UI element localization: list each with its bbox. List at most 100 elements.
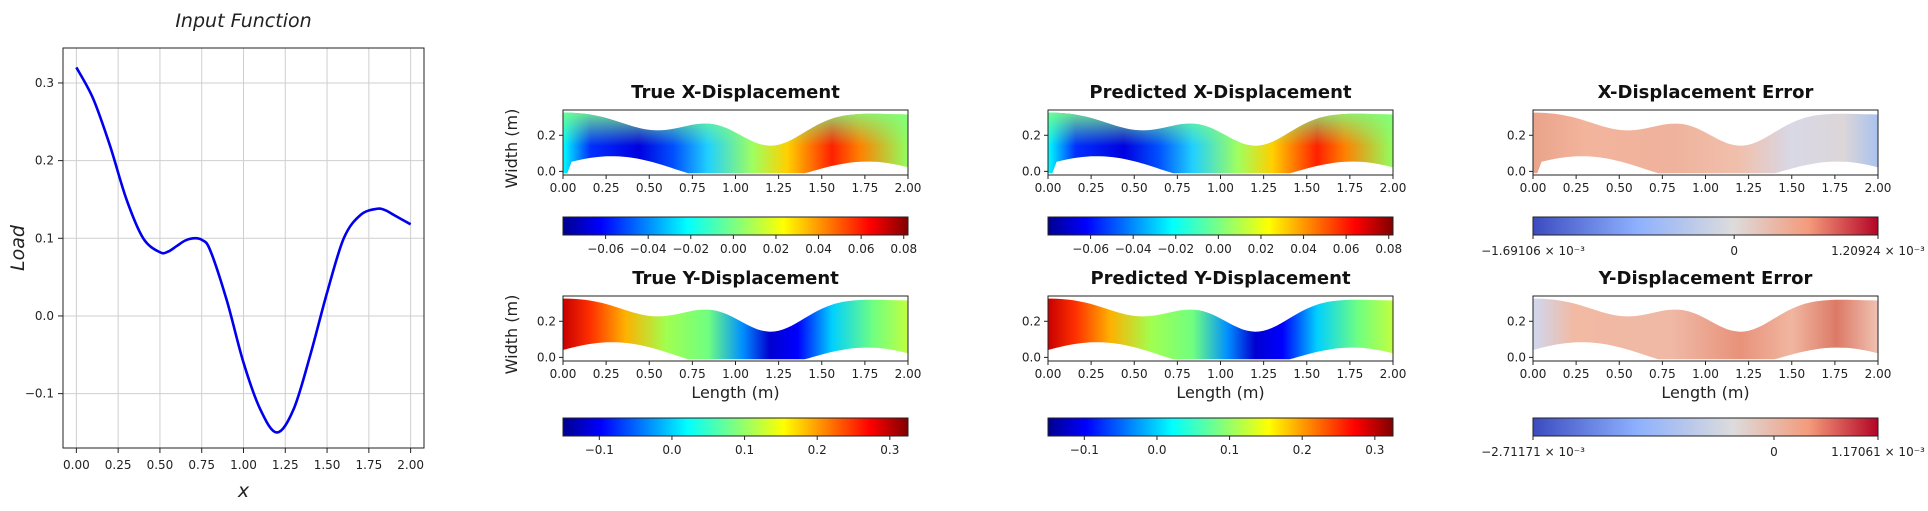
x-tick-label: 1.75 <box>852 181 879 195</box>
x-tick-label: 0.00 <box>550 181 577 195</box>
x-tick-label: 1.50 <box>314 458 341 472</box>
x-tick-label: 2.00 <box>895 367 922 381</box>
colorbar: −0.06 −0.04 −0.02 0.00 0.02 0.04 0.06 0.08 <box>562 216 917 256</box>
x-tick-label: 1.50 <box>1778 181 1805 195</box>
x-tick-label: 1.25 <box>1735 367 1762 381</box>
x-tick-label: 0.25 <box>1563 181 1590 195</box>
x-tick-label: 0.00 <box>550 367 577 381</box>
colorbar: −0.1 0.0 0.1 0.2 0.3 <box>1047 417 1394 457</box>
colorbar-tick-label: 0.08 <box>1375 242 1402 256</box>
colorbar-tick-label: 0.08 <box>890 242 917 256</box>
panel-title: Predicted Y-Displacement <box>1090 268 1351 289</box>
colorbar-tick-label: 0.1 <box>1220 443 1239 457</box>
x-tick-label: 1.00 <box>722 181 749 195</box>
x-tick-label: 2.00 <box>895 181 922 195</box>
field-ex <box>1533 112 1878 174</box>
x-tick-label: 1.00 <box>1692 367 1719 381</box>
panel-py: 0.00 0.25 0.50 0.75 1.00 1.25 1.50 1.75 2.00 0.0 0… <box>1022 268 1406 402</box>
y-tick-label: −0.1 <box>25 387 54 401</box>
length-axis-label: Length (m) <box>691 383 779 402</box>
y-tick-label: 0.2 <box>537 314 556 328</box>
x-tick-label: 2.00 <box>1865 181 1892 195</box>
colorbar-gradient <box>562 417 909 437</box>
x-tick-label: 1.00 <box>1207 181 1234 195</box>
colorbar-tick-label: 0.04 <box>805 242 832 256</box>
x-tick-label: 2.00 <box>1380 367 1407 381</box>
displacement-fields: 0.00 0.25 0.50 0.75 1.00 1.25 1.50 1.75 2.000.00… <box>502 82 1891 402</box>
series-line-load <box>75 66 412 434</box>
width-axis-label: Width (m) <box>502 295 521 375</box>
colorbar-tick-label: 0.3 <box>880 443 899 457</box>
panel-tx: 0.00 0.25 0.50 0.75 1.00 1.25 1.50 1.75 2.00 0.0 0… <box>502 82 921 195</box>
x-tick-label: 0.75 <box>1164 181 1191 195</box>
y-tick-label: 0.0 <box>537 350 556 364</box>
colorbar-tick-label: −0.1 <box>585 443 614 457</box>
field-ey <box>1533 298 1878 360</box>
colorbar-tick-label: 0.2 <box>808 443 827 457</box>
x-tick-label: 1.75 <box>355 458 382 472</box>
colorbar-tick-label: 1.17061 × 10⁻³ <box>1831 445 1925 459</box>
y-tick-label: 0.2 <box>537 128 556 142</box>
y-tick-label: 0.0 <box>35 309 54 323</box>
colorbar-tick-label: 0.06 <box>848 242 875 256</box>
y-tick-label: 0.3 <box>35 76 54 90</box>
x-tick-label: 1.25 <box>765 181 792 195</box>
y-tick-label: 0.0 <box>1507 350 1526 364</box>
input-x-label: x <box>237 480 250 502</box>
field-px-overlay <box>1048 112 1393 174</box>
y-tick-label: 0.2 <box>35 154 54 168</box>
x-tick-label: 0.00 <box>63 458 90 472</box>
y-tick-label: 0.2 <box>1022 128 1041 142</box>
panel-title: True Y-Displacement <box>632 268 839 289</box>
x-tick-label: 0.75 <box>1649 367 1676 381</box>
x-tick-label: 1.75 <box>1822 181 1849 195</box>
colorbar-tick-label: 0.04 <box>1290 242 1317 256</box>
x-tick-label: 0.25 <box>1563 367 1590 381</box>
x-tick-label: 0.75 <box>679 181 706 195</box>
x-tick-label: 0.50 <box>1606 367 1633 381</box>
colorbar-tick-label: −0.06 <box>587 242 624 256</box>
colorbar: −2.71171 × 10⁻³ 0 1.17061 × 10⁻³ <box>1481 417 1925 459</box>
x-tick-label: 1.50 <box>1293 181 1320 195</box>
x-tick-label: 1.25 <box>1250 367 1277 381</box>
x-tick-label: 0.00 <box>1520 181 1547 195</box>
x-tick-label: 1.75 <box>852 367 879 381</box>
x-tick-label: 0.00 <box>1520 367 1547 381</box>
colorbar-tick-label: 0.1 <box>735 443 754 457</box>
colorbar-tick-label: −0.04 <box>1115 242 1152 256</box>
colorbar-tick-label: 0.0 <box>662 443 681 457</box>
x-tick-label: 1.25 <box>1250 181 1277 195</box>
field-tx-overlay <box>563 112 908 174</box>
colorbar-tick-label: 0.3 <box>1365 443 1384 457</box>
x-tick-label: 1.50 <box>1293 367 1320 381</box>
y-tick-label: 0.1 <box>35 231 54 245</box>
x-tick-label: 0.25 <box>105 458 132 472</box>
x-tick-label: 0.00 <box>1035 367 1062 381</box>
length-axis-label: Length (m) <box>1661 383 1749 402</box>
plot-frame <box>62 47 425 449</box>
x-tick-label: 1.25 <box>1735 181 1762 195</box>
colorbar-tick-label: 1.20924 × 10⁻³ <box>1831 244 1925 258</box>
x-tick-label: 1.00 <box>1692 181 1719 195</box>
colorbar-gradient <box>1532 417 1879 437</box>
input-y-label: Load <box>7 224 29 271</box>
x-tick-label: 1.75 <box>1822 367 1849 381</box>
x-tick-label: 1.00 <box>230 458 257 472</box>
x-tick-label: 1.00 <box>1207 367 1234 381</box>
x-tick-label: 1.75 <box>1337 181 1364 195</box>
colorbar-tick-label: 0.06 <box>1333 242 1360 256</box>
panel-title: Predicted X-Displacement <box>1089 82 1352 103</box>
colorbar-tick-label: 0.2 <box>1293 443 1312 457</box>
colorbar-tick-label: 0.00 <box>720 242 747 256</box>
panel-title: Y-Displacement Error <box>1598 268 1813 289</box>
colorbar-tick-label: −1.69106 × 10⁻³ <box>1481 244 1585 258</box>
x-tick-label: 0.75 <box>188 458 215 472</box>
y-tick-label: 0.2 <box>1507 128 1526 142</box>
y-tick-label: 0.2 <box>1022 314 1041 328</box>
colorbar: −0.1 0.0 0.1 0.2 0.3 <box>562 417 909 457</box>
x-tick-label: 1.25 <box>272 458 299 472</box>
x-tick-label: 0.25 <box>593 367 620 381</box>
colorbar-tick-label: 0.02 <box>1248 242 1275 256</box>
x-tick-label: 0.50 <box>1121 181 1148 195</box>
